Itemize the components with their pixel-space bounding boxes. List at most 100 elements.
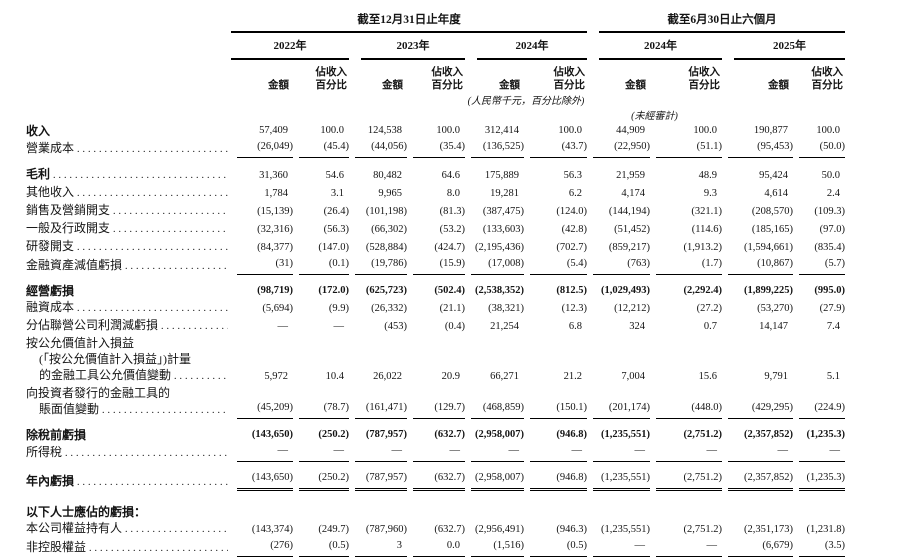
cell-value: (35.4) [413,139,465,158]
cell-value-cell: (201,174) [587,385,650,419]
cell-value-cell: (1,235,551) [587,520,650,538]
row-label-cell: 非控股權益...................................… [26,538,231,557]
cell-value-cell: (53,270) [722,299,793,317]
cell-value: (2,357,852) [744,429,793,440]
cell-value: (53,270) [757,303,793,314]
cell-value-cell: (56.3) [293,220,349,238]
row-label: 所得稅 [26,445,63,459]
cell-value: 80,482 [373,170,402,181]
cell-value-cell: 19,281 [465,184,524,202]
cell-value-cell: (26.4) [293,202,349,220]
row-label-cell: 一般及行政開支.................................… [26,220,231,238]
dot-leader: ........................................… [77,477,228,488]
cell-value: (0.5) [299,538,349,557]
cell-value-cell: (22,950) [587,139,650,158]
cell-value: (31) [237,256,293,275]
row-label: 研發開支 [26,239,75,253]
cell-value: (84,377) [257,242,293,253]
cell-value: (250.2) [318,429,349,440]
cell-value: (44,056) [355,139,407,158]
amount-col-header-cell: 金額 [587,60,650,93]
row-label: 的金融工具公允價值變動 [39,368,172,382]
cell-value-cell: (81.3) [407,202,465,220]
cell-value: (702.7) [556,242,587,253]
cell-value: (1,029,493) [601,285,650,296]
cell-value-cell: (133,603) [465,220,524,238]
cell-value-cell: (95,453) [722,139,793,158]
pct-col-header: 佔收入 百分比 [793,60,845,93]
cell-value-cell: 50.0 [793,158,845,184]
cell-value-cell: — [293,317,349,335]
row-label-line: 研發開支....................................… [26,238,231,256]
cell-value: (185,165) [751,224,793,235]
table-row: 毛利......................................… [26,158,845,184]
row-label-cell: 以下人士應佔的虧損： [26,491,231,520]
cell-value-cell: (144,194) [587,202,650,220]
cell-value: (150.1) [530,400,587,419]
amount-col-header-cell: 金額 [722,60,793,93]
year-column-pair: 2023年 [349,33,465,60]
cell-value: (109.3) [814,206,845,217]
cell-value: 21,959 [616,170,645,181]
cell-value: (19,786) [355,256,407,275]
row-label: 一般及行政開支 [26,221,111,235]
cell-value: (26,049) [237,139,293,158]
cell-value-cell: 100.0 [793,123,845,139]
dot-leader: ........................................… [53,170,228,181]
cell-value: (208,570) [751,206,793,217]
cell-value: 20.9 [441,371,460,382]
table-row: 分佔聯營公司利潤減虧損.............................… [26,317,845,335]
cell-value-cell: 1,784 [231,184,293,202]
cell-value-cell: (19,786) [349,256,407,275]
row-label-line: 營業成本....................................… [26,140,231,158]
cell-value: (787,960) [365,524,407,535]
dot-leader: ........................................… [77,188,228,199]
row-label: 銷售及營銷開支 [26,203,111,217]
cell-value-cell: — [650,443,722,462]
cell-value: (321.1) [691,206,722,217]
cell-value: (0.4) [444,321,465,332]
row-label-cell: 按公允價值計入損益 (「按公允價值計入損益」)計量 的金融工具公允價值變動.....… [26,335,231,385]
cell-value-cell: (27.2) [650,299,722,317]
cell-value-cell: (2,351,173) [722,520,793,538]
cell-value-cell: — [793,443,845,462]
cell-value: (136,525) [471,139,524,158]
cell-value-cell: 80,482 [349,158,407,184]
cell-value-cell: 20.9 [407,335,465,385]
table-row: 經營虧損 (98,719) (172.0) (625,723) (502.4) (2,53… [26,275,845,299]
dot-leader: ........................................… [113,206,228,217]
cell-value-cell: (51,452) [587,220,650,238]
cell-value-cell: 175,889 [465,158,524,184]
table-row: 本公司權益持有人................................… [26,520,845,538]
cell-value-cell: — [722,443,793,462]
cell-value: (1,235,551) [601,429,650,440]
pct-col-header: 佔收入 百分比 [524,60,587,93]
row-label-line: 一般及行政開支.................................… [26,220,231,238]
amount-col-header-cell: 金額 [465,60,524,93]
cell-value-cell: — [524,443,587,462]
cell-value: 324 [629,321,645,332]
row-label-line: 向投資者發行的金融工具的 [26,385,231,401]
cell-value-cell: (1,594,661) [722,238,793,256]
cell-value: 66,271 [490,371,519,382]
cell-value-cell: 26,022 [349,335,407,385]
cell-value: (835.4) [814,242,845,253]
table-row: 金融資產減值虧損................................… [26,256,845,275]
cell-value-cell: 0.7 [650,317,722,335]
period-group-interim: 截至6月30日止六個月 [587,13,845,33]
cell-value-cell: 100.0 [650,123,722,139]
cell-value: 14,147 [759,321,788,332]
dot-leader: ........................................… [77,144,228,155]
cell-value-cell: (995.0) [793,275,845,299]
cell-value-cell: (172.0) [293,275,349,299]
cell-value: (133,603) [482,224,524,235]
row-label: 毛利 [26,167,51,181]
row-label-cell: 研發開支....................................… [26,238,231,256]
cell-value-cell: (1,899,225) [722,275,793,299]
row-label: 經營虧損 [26,284,75,298]
row-label-line: (「按公允價值計入損益」)計量 [26,351,231,367]
cell-value: 21,254 [490,321,519,332]
cell-value: 3 [355,538,407,557]
cell-value-cell: (10,867) [722,256,793,275]
cell-value-cell: (114.6) [650,220,722,238]
